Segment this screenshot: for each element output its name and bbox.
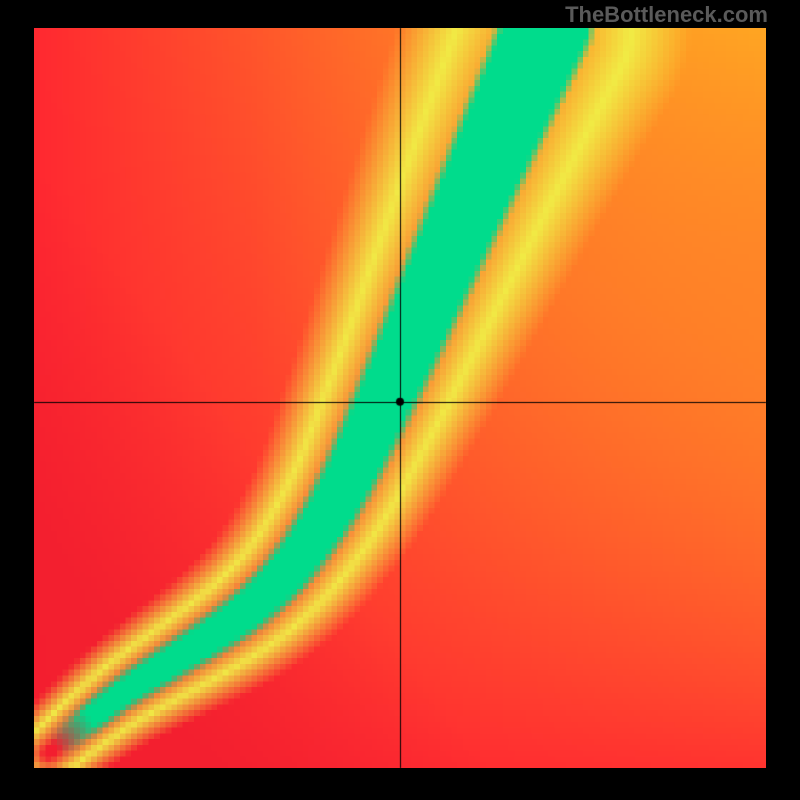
chart-container: TheBottleneck.com [0,0,800,800]
watermark-label: TheBottleneck.com [565,2,768,28]
bottleneck-heatmap [34,28,766,768]
